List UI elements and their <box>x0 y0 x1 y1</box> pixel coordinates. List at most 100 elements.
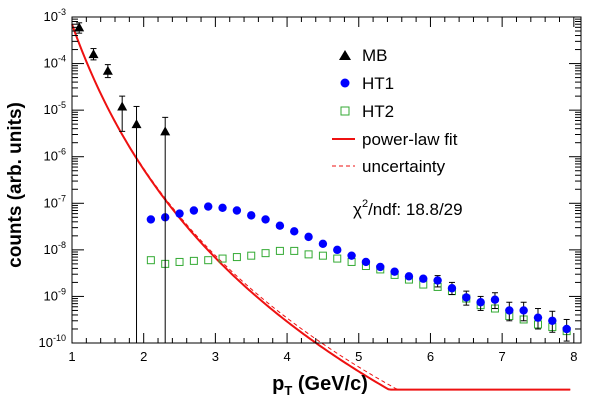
y-tick-exponent: -4 <box>58 54 66 64</box>
legend-ht1-marker <box>340 78 350 88</box>
axes: 1 2 3 4 5 6 7 810-1010-910-810-710-610-510-410-… <box>39 7 582 364</box>
y-tick-label: 10-5 <box>44 100 66 117</box>
y-tick-base: 10 <box>44 242 58 257</box>
y-tick-label: 10-7 <box>44 193 66 210</box>
ht2-point <box>204 256 213 265</box>
y-tick-base: 10 <box>44 56 58 71</box>
ht2-point <box>290 246 299 255</box>
legend-uncertainty-label: uncertainty <box>362 157 446 176</box>
ht1-point <box>462 293 471 302</box>
y-tick-exponent: -10 <box>53 333 66 343</box>
y-tick-exponent: -8 <box>58 240 66 250</box>
legend-mb-marker <box>339 50 351 60</box>
y-tick-label: 10-10 <box>39 333 66 350</box>
ht1-point <box>247 211 256 220</box>
legend-ht1-label: HT1 <box>362 74 394 93</box>
ht1-point <box>404 272 414 281</box>
ht1-point <box>318 239 328 248</box>
ht1-point <box>333 245 342 255</box>
ht1-point <box>175 209 184 218</box>
plot-frame <box>71 16 582 344</box>
chi2-superscript: 2 <box>362 198 368 210</box>
x-tick-label: 6 <box>427 349 434 364</box>
ht1-point <box>275 221 285 230</box>
ht1-point <box>548 316 557 325</box>
ht2-point <box>175 257 184 266</box>
ht2-point <box>275 246 284 255</box>
legend-fit-label: power-law fit <box>362 130 458 149</box>
chi2-annotation: χ2/ndf: 18.8/29 <box>353 198 463 219</box>
mb-point <box>117 101 128 111</box>
ht2-point <box>218 254 227 263</box>
x-tick-label: 7 <box>499 349 506 364</box>
ht2-point <box>304 250 313 259</box>
x-tick-label: 3 <box>212 349 219 364</box>
y-tick-label: 10-9 <box>44 286 66 303</box>
ht1-point <box>204 202 213 211</box>
y-tick-label: 10-6 <box>44 147 66 164</box>
ht1-point <box>505 306 514 315</box>
y-tick-label: 10-4 <box>44 54 66 71</box>
y-tick-label: 10-8 <box>44 240 66 257</box>
chi2-symbol: χ <box>353 200 362 219</box>
y-tick-exponent: -9 <box>58 286 66 296</box>
ht1-point <box>347 251 356 260</box>
ht2-point <box>189 256 198 265</box>
y-axis-title: counts (arb. units) <box>5 102 26 268</box>
y-tick-base: 10 <box>44 9 58 24</box>
legend-mb-label: MB <box>362 46 388 65</box>
ht1-point <box>189 206 199 215</box>
ht1-point <box>519 306 528 315</box>
ht1-point <box>290 227 299 236</box>
ht2-point <box>261 249 270 258</box>
y-tick-base: 10 <box>44 149 58 164</box>
y-tick-exponent: -3 <box>58 7 66 17</box>
ht1-point <box>361 257 371 267</box>
ht1-point <box>390 267 399 276</box>
ht1-point <box>232 206 242 215</box>
ht1-point <box>490 295 500 304</box>
x-axis-title-sub: T <box>284 383 292 398</box>
legend: MB HT1 HT2 power-law fit uncertainty <box>332 46 458 176</box>
x-tick-label: 2 <box>140 349 147 364</box>
y-tick-exponent: -5 <box>58 100 66 110</box>
ht1-point <box>146 215 156 224</box>
plot-area <box>71 22 571 391</box>
y-tick-exponent: -6 <box>58 147 66 157</box>
ht1-point <box>476 298 485 307</box>
x-tick-label: 5 <box>355 349 362 364</box>
ht2-point <box>232 253 241 262</box>
y-tick-exponent: -7 <box>58 193 66 203</box>
ht1-point <box>562 324 571 334</box>
x-axis-title-main: p <box>272 373 284 395</box>
ht2-point <box>146 256 155 265</box>
power-law-fit-curve <box>71 23 571 391</box>
ht2-point <box>247 251 256 260</box>
y-tick-base: 10 <box>44 288 58 303</box>
ht1-point <box>376 262 385 272</box>
ht2-point <box>318 251 327 260</box>
y-tick-label: 10-3 <box>44 7 66 24</box>
mb-point <box>88 49 99 59</box>
y-tick-base: 10 <box>44 102 58 117</box>
ht1-point <box>218 203 227 212</box>
y-tick-base: 10 <box>44 195 58 210</box>
legend-ht2-marker <box>340 106 350 116</box>
ht1-point <box>304 232 313 242</box>
ht1-point <box>447 284 457 293</box>
x-tick-label: 8 <box>570 349 577 364</box>
ht1-point <box>419 274 428 283</box>
chi2-value: /ndf: 18.8/29 <box>368 200 463 219</box>
ht1-point <box>533 313 543 322</box>
ht1-point <box>433 276 442 285</box>
ht2-point <box>333 254 342 263</box>
x-tick-label: 1 <box>68 349 75 364</box>
y-tick-base: 10 <box>39 335 53 350</box>
x-tick-label: 4 <box>283 349 290 364</box>
x-axis-title-rest: (GeV/c) <box>292 373 368 395</box>
legend-ht2-label: HT2 <box>362 102 394 121</box>
mb-point <box>131 119 142 129</box>
mb-point <box>74 22 85 32</box>
